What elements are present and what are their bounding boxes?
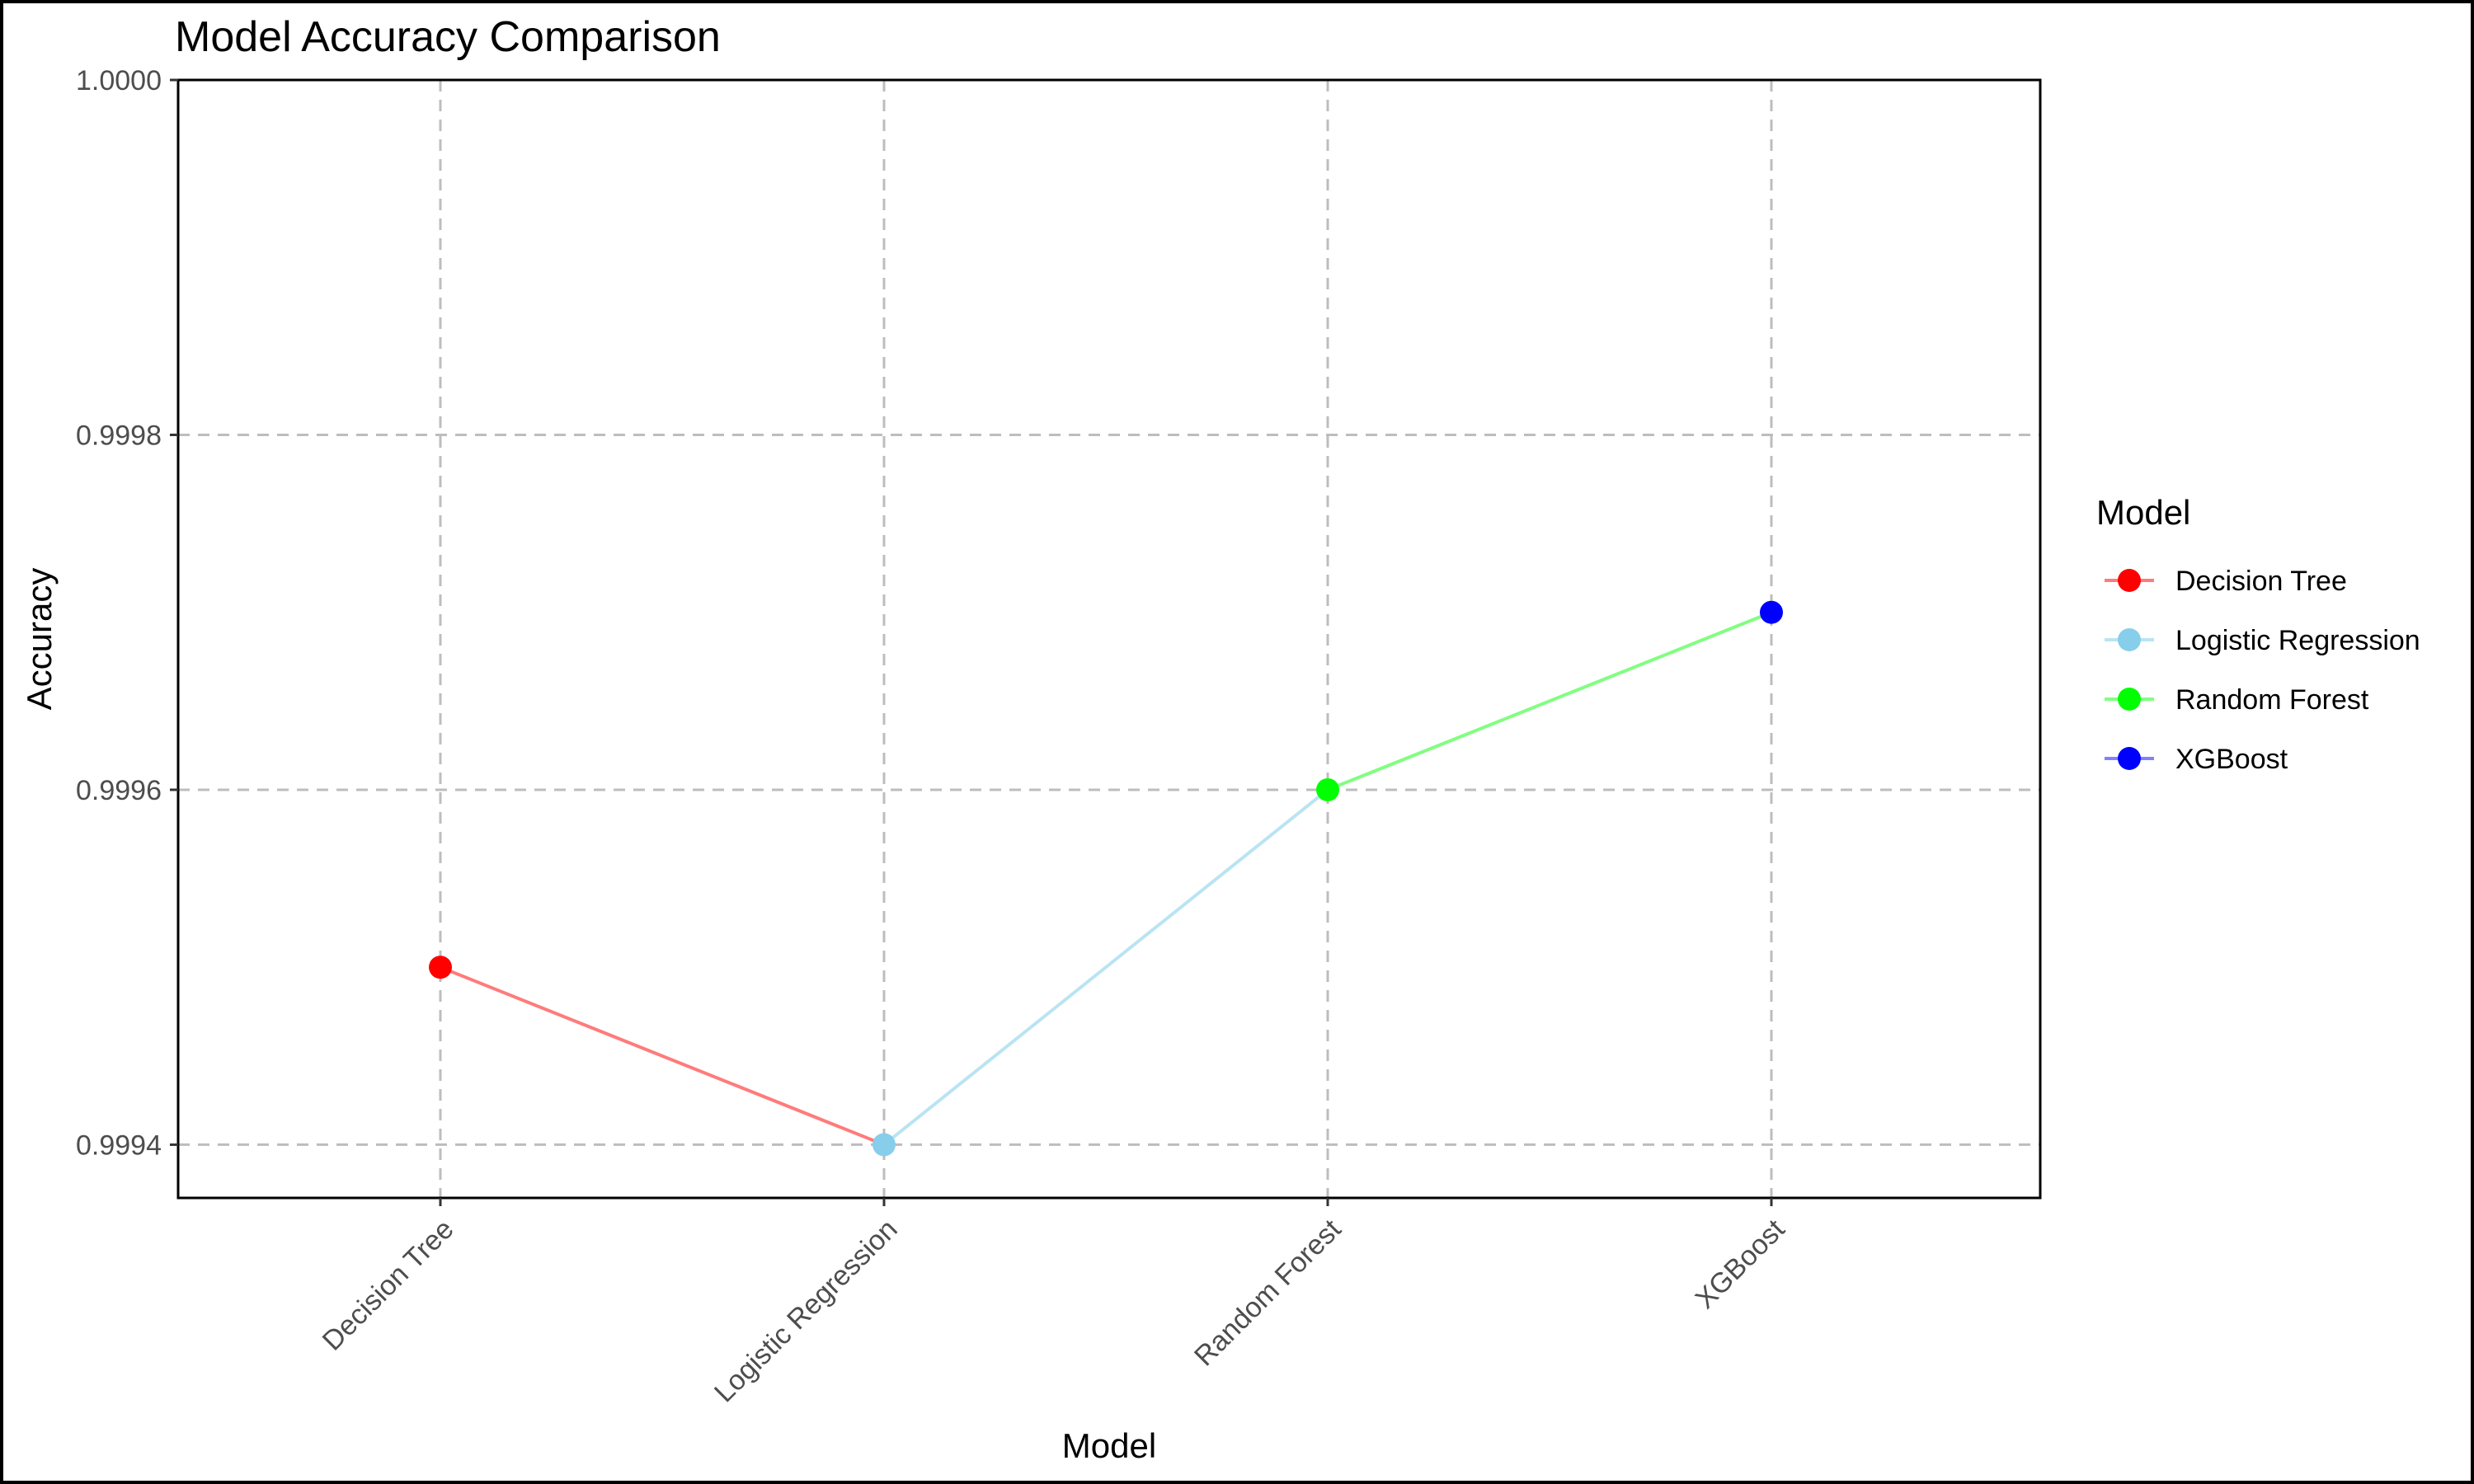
legend-item-xgboost: XGBoost	[2105, 744, 2288, 775]
y-tick-label-2: 0.9998	[76, 420, 162, 451]
data-point-decision-tree	[429, 956, 452, 979]
line-segment-decision-tree	[439, 965, 886, 1147]
x-axis-ticks: Decision Tree Logistic Regression Random F…	[317, 1198, 1791, 1408]
legend-items: Decision Tree Logistic Regression Random F…	[2105, 566, 2420, 775]
legend-label-xgboost: XGBoost	[2175, 744, 2288, 775]
x-tick-label-random-forest: Random Forest	[1188, 1213, 1348, 1372]
line-segment-logistic-regression	[882, 787, 1329, 1147]
legend-label-random-forest: Random Forest	[2175, 684, 2369, 716]
x-tick-label-logistic-regression: Logistic Regression	[708, 1214, 904, 1409]
y-axis-title: Accuracy	[20, 568, 59, 711]
legend-marker-random-forest	[2118, 688, 2141, 711]
legend-title: Model	[2096, 493, 2190, 532]
data-points	[429, 600, 1783, 1157]
y-tick-label-0: 0.9994	[76, 1129, 162, 1161]
legend-item-logistic-regression: Logistic Regression	[2105, 625, 2420, 656]
line-segment-random-forest	[1326, 610, 1773, 791]
line-chart: Model Accuracy Comparison 0.99940.99960.…	[20, 13, 2420, 1465]
legend-marker-logistic-regression	[2118, 628, 2141, 651]
data-point-xgboost	[1760, 600, 1783, 624]
x-tick-label-xgboost: XGBoost	[1690, 1213, 1791, 1314]
x-axis-title: Model	[1062, 1426, 1156, 1465]
legend-label-logistic-regression: Logistic Regression	[2175, 625, 2420, 656]
y-axis-ticks: 0.9994 0.9996 0.9998 1.0000	[76, 65, 178, 1161]
grid-lines	[178, 78, 2040, 1198]
x-tick-label-decision-tree: Decision Tree	[317, 1214, 460, 1357]
y-tick-label-3: 1.0000	[76, 65, 162, 96]
data-point-logistic-regression	[872, 1133, 896, 1157]
legend-marker-xgboost	[2118, 747, 2141, 770]
plot-panel-border	[176, 78, 2042, 1200]
legend-marker-decision-tree	[2118, 569, 2141, 592]
legend-item-random-forest: Random Forest	[2105, 684, 2369, 716]
data-point-random-forest	[1316, 777, 1339, 801]
chart-title: Model Accuracy Comparison	[175, 13, 721, 61]
y-tick-label-1: 0.9996	[76, 775, 162, 806]
series-line-segments	[439, 610, 1773, 1147]
legend-label-decision-tree: Decision Tree	[2175, 566, 2347, 597]
legend-item-decision-tree: Decision Tree	[2105, 566, 2347, 597]
legend: Model Decision Tree Logistic Regression Ra…	[2096, 493, 2420, 775]
